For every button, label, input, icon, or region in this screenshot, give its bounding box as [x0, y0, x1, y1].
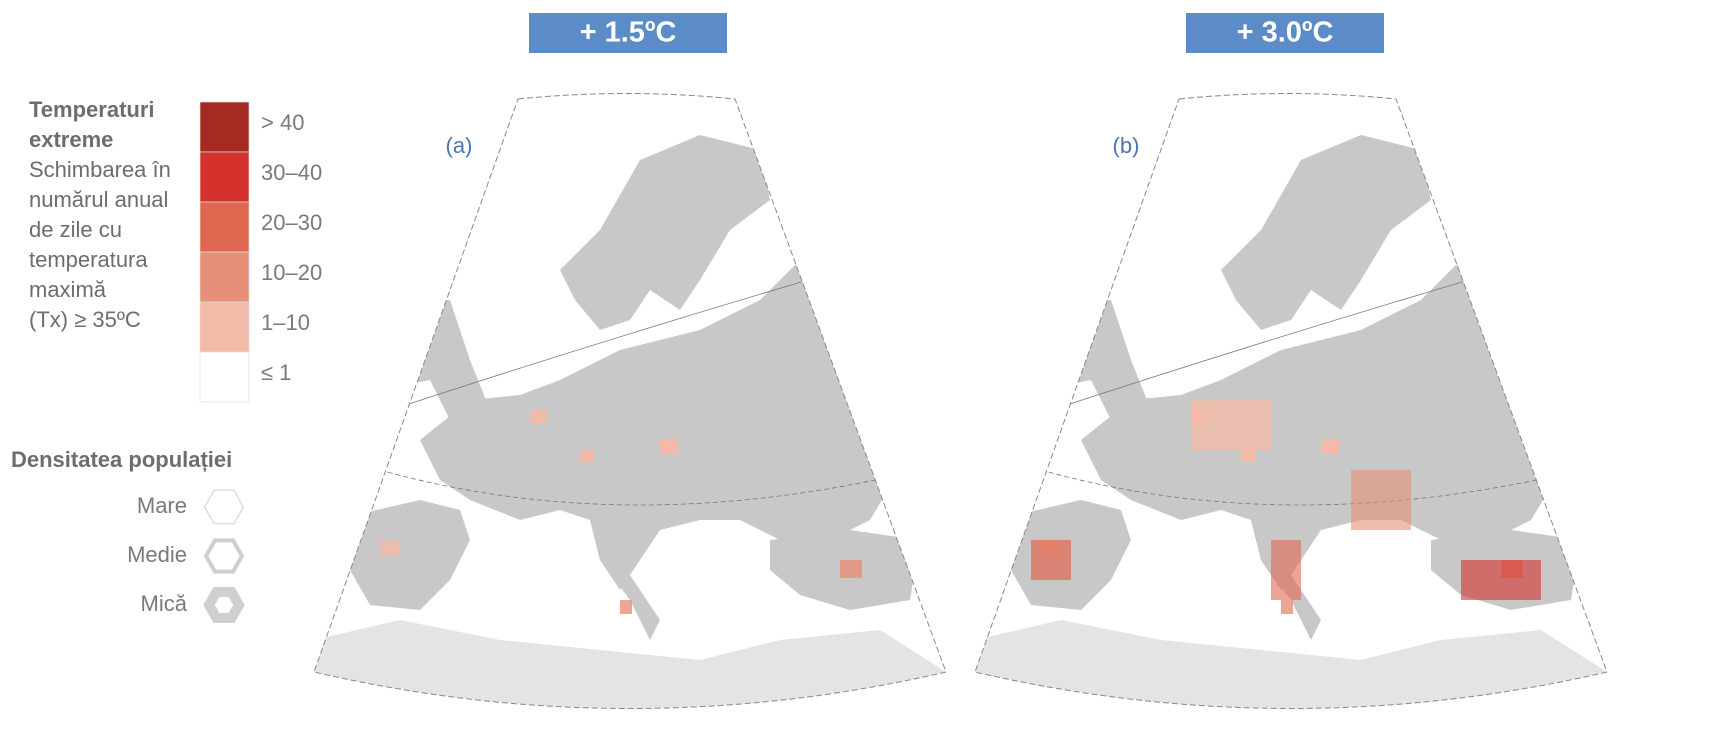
- legend-swatch: [199, 201, 250, 253]
- population-hexagon: [203, 489, 245, 525]
- legend-swatch: [199, 151, 250, 203]
- legend-swatch: [199, 301, 250, 353]
- legend-description: numărul anual: [29, 187, 168, 212]
- legend-description: temperatura: [29, 247, 148, 272]
- legend-label: 30–40: [261, 160, 322, 185]
- legend-title: extreme: [29, 127, 113, 152]
- legend-label: > 40: [261, 110, 304, 135]
- map-b: [975, 94, 1621, 709]
- panel-label: (b): [1113, 133, 1140, 158]
- legend-description: (Tx) ≥ 35ºC: [29, 307, 141, 332]
- population-hexagon: [203, 538, 245, 574]
- legend-description: Schimbarea în: [29, 157, 171, 182]
- population-hexagon: [203, 587, 245, 623]
- panel-title-box: [1186, 13, 1384, 53]
- legend-label: ≤ 1: [261, 360, 291, 385]
- legend-label: 20–30: [261, 210, 322, 235]
- legend-swatch: [199, 251, 250, 303]
- population-label: Mare: [137, 493, 187, 518]
- population-label: Medie: [127, 542, 187, 567]
- panel-title-box: [529, 13, 727, 53]
- legend-title: Temperaturi: [29, 97, 155, 122]
- legend-swatch: [199, 351, 250, 403]
- legend-swatch: [199, 101, 250, 153]
- map-a: [314, 94, 960, 709]
- population-label: Mică: [141, 591, 188, 616]
- legend-description: de zile cu: [29, 217, 122, 242]
- panel-title: + 3.0ºC: [1237, 17, 1334, 49]
- legend-label: 1–10: [261, 310, 310, 335]
- legend-description: maximă: [29, 277, 107, 302]
- panel-label: (a): [446, 133, 473, 158]
- panel-title: + 1.5ºC: [580, 17, 677, 49]
- legend-label: 10–20: [261, 260, 322, 285]
- population-title: Densitatea populației: [11, 447, 232, 472]
